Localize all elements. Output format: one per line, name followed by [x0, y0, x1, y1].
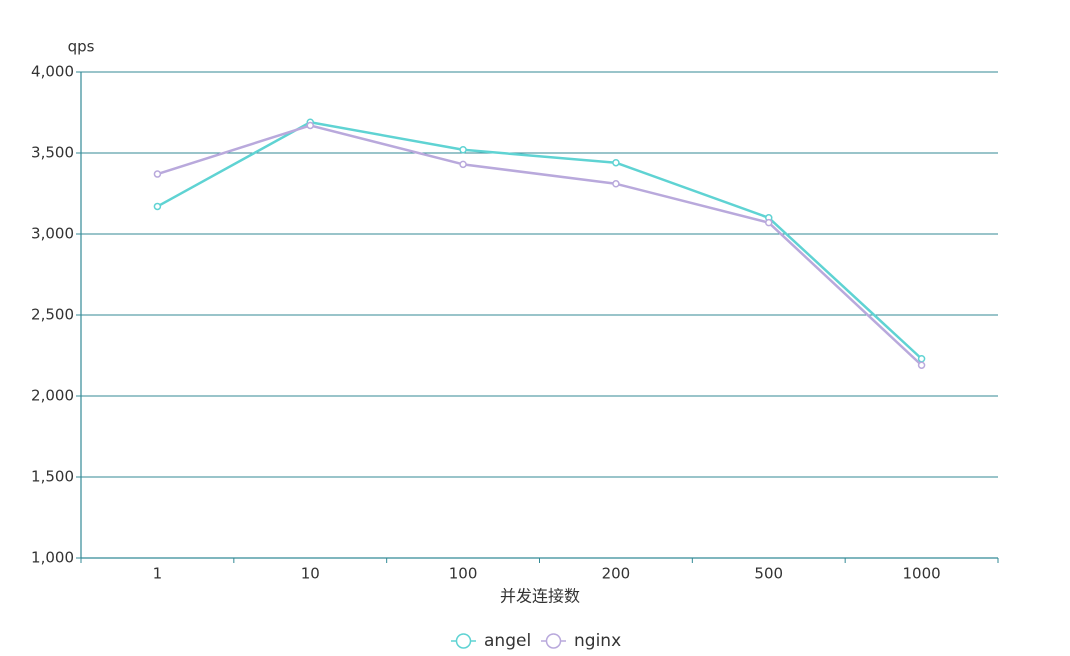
nginx-point[interactable] [306, 121, 314, 130]
legend-label: angel [484, 631, 531, 651]
legend: angel nginx [451, 631, 621, 651]
legend-label: nginx [574, 631, 621, 651]
angel-line [156, 120, 923, 360]
legend-circle-icon [545, 633, 562, 649]
legend-item-angel[interactable]: angel [451, 631, 531, 651]
nginx-line [157, 124, 923, 367]
y-gridlines [81, 71, 998, 478]
x-tick-label: 100 [449, 565, 478, 583]
series-layer [153, 118, 926, 369]
y-tick-label: 3,500 [31, 144, 74, 162]
axes: 1,000 1,500 2,000 2,500 3,000 3,500 4,000 1 10 10… [31, 63, 999, 583]
y-tick-label: 1,000 [31, 549, 74, 567]
x-axis-title: 并发连接数 [500, 587, 580, 606]
nginx-point[interactable] [765, 218, 773, 227]
x-tick-label: 1000 [902, 565, 940, 583]
y-axis-title: qps [68, 38, 95, 56]
nginx-point[interactable] [612, 180, 620, 188]
nginx-point[interactable] [153, 170, 162, 178]
y-tick-label: 3,000 [31, 225, 74, 243]
legend-item-nginx[interactable]: nginx [541, 631, 621, 651]
x-tick-label: 1 [153, 565, 163, 583]
y-tick-label: 2,000 [31, 387, 74, 405]
x-tick-label: 10 [301, 565, 320, 583]
y-tick-label: 1,500 [31, 468, 74, 486]
x-tick-label: 200 [602, 565, 631, 583]
nginx-point[interactable] [459, 160, 467, 169]
angel-point[interactable] [153, 202, 162, 211]
nginx-point[interactable] [917, 361, 926, 369]
angel-point[interactable] [459, 146, 467, 154]
y-tick-label: 2,500 [31, 306, 74, 324]
y-tick-label: 4,000 [31, 63, 74, 81]
x-tick-label: 500 [754, 565, 783, 583]
angel-point[interactable] [612, 158, 620, 167]
legend-circle-icon [455, 633, 472, 649]
angel-point[interactable] [917, 354, 926, 363]
